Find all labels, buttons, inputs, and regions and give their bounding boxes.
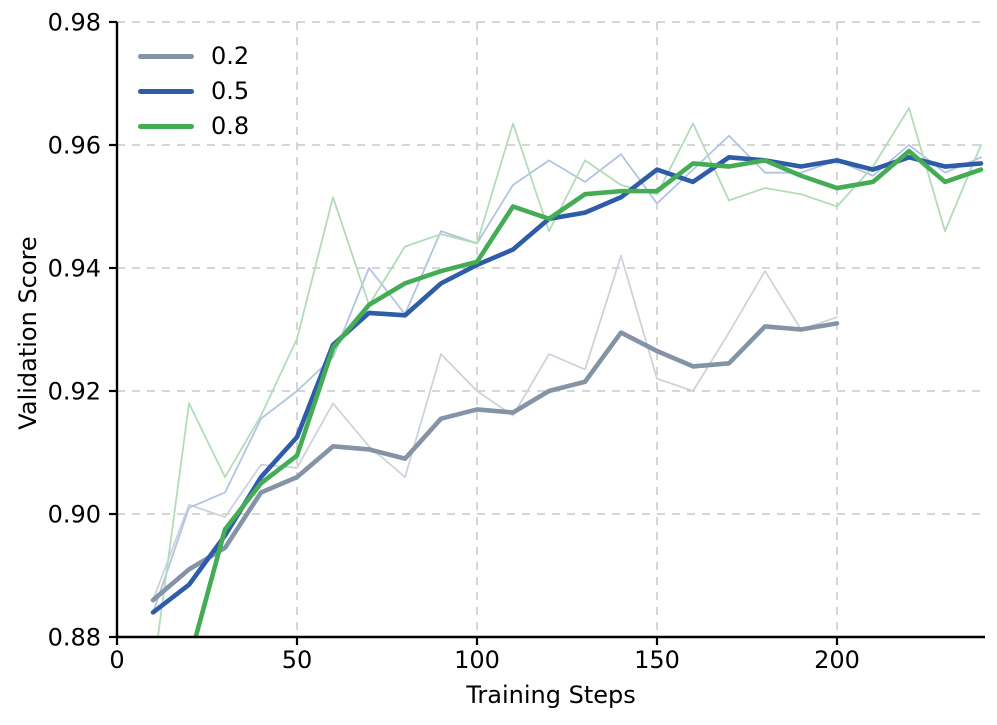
y-tick-label-0.92: 0.92 [48,378,101,406]
legend-swatch-0.2 [138,53,194,59]
legend-label-0.5: 0.5 [211,77,250,105]
smoothed-line-0.8 [193,148,984,637]
x-tick-label-100: 100 [454,646,500,674]
grid [117,21,985,637]
axes-spines [115,22,985,639]
legend-entry-0.2: 0.2 [138,41,249,71]
y-tick-label-0.98: 0.98 [48,9,101,37]
y-axis-label: Validation Score [14,236,42,430]
x-tick-label-50: 50 [282,646,313,674]
legend-swatch-0.8 [138,123,194,129]
raw-line-0.2 [152,254,838,601]
legend-swatch-0.5 [138,88,194,94]
legend-label-0.8: 0.8 [211,112,250,140]
x-tick-label-150: 150 [634,646,680,674]
legend-entry-0.8: 0.8 [138,111,249,141]
y-tick-label-0.94: 0.94 [48,255,101,283]
y-tick-label-0.88: 0.88 [48,624,101,652]
x-axis-label: Training Steps [466,681,636,709]
legend-entry-0.5: 0.5 [138,76,249,106]
smoothed-line-0.2 [150,321,840,603]
legend: 0.2 0.5 0.8 [138,41,249,146]
smoothed-series-group [150,148,984,637]
smoothed-line-0.5 [150,155,984,615]
tick-labels: 0 50 100 150 200 0.88 0.90 0.92 0.94 0.96 0.98 [48,9,860,675]
raw-line-0.8 [157,107,982,637]
y-tick-label-0.96: 0.96 [48,132,101,160]
y-tick-label-0.90: 0.90 [48,501,101,529]
x-tick-label-0: 0 [109,646,124,674]
legend-label-0.2: 0.2 [211,42,250,70]
x-tick-label-200: 200 [814,646,860,674]
ticks [109,20,839,645]
